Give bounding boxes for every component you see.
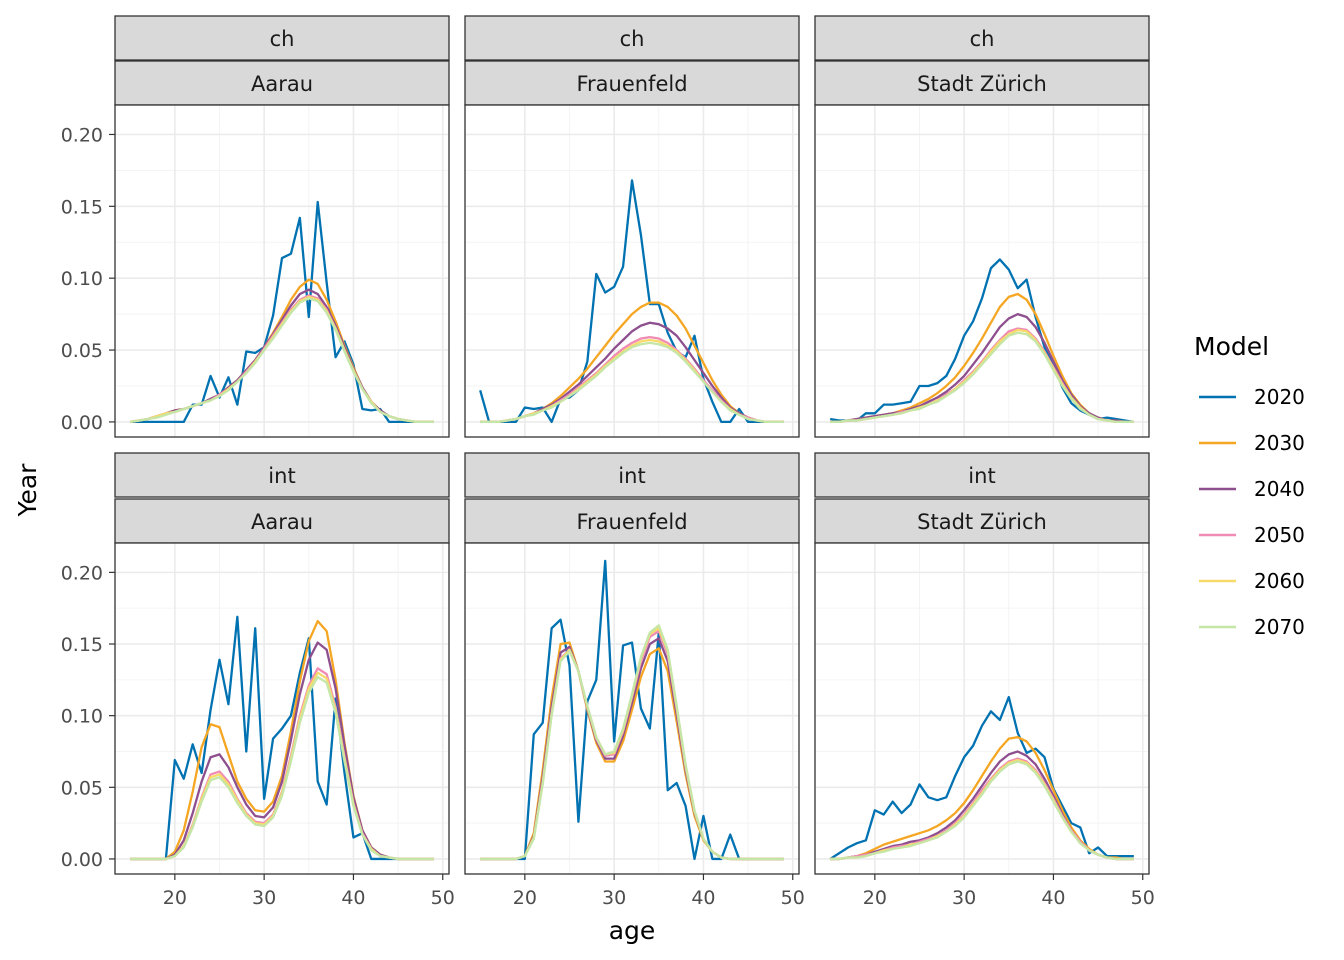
legend-label: 2050 xyxy=(1254,523,1305,547)
facet-panel-ch-frauenfeld: ch Frauenfeld xyxy=(464,15,800,438)
x-tick-label: 20 xyxy=(863,887,887,909)
y-tick-label: 0.15 xyxy=(61,634,103,656)
y-tick-label: 0.15 xyxy=(61,196,103,218)
strip-top-label: ch xyxy=(620,27,645,51)
legend-item-2060: 2060 xyxy=(1199,569,1305,593)
strip-top-box xyxy=(114,452,450,498)
legend-item-2030: 2030 xyxy=(1199,431,1305,455)
axis-labels: age Year xyxy=(13,463,655,945)
strip-bottom-box xyxy=(814,498,1150,544)
panel-background xyxy=(815,543,1149,874)
strip-top-box xyxy=(814,452,1150,498)
legend-label: 2060 xyxy=(1254,569,1305,593)
facet-panels: chAarau0.000.050.100.150.20chFrauenfeldc… xyxy=(61,15,1155,909)
series-line-2070 xyxy=(130,675,434,861)
panel-border xyxy=(464,104,800,438)
strip-bottom-box xyxy=(814,60,1150,106)
panel-background xyxy=(815,105,1149,437)
y-tick-label: 0.00 xyxy=(61,412,103,434)
legend-title: Model xyxy=(1194,332,1269,361)
series-line-2070 xyxy=(480,341,784,424)
strip-bottom-box xyxy=(464,60,800,106)
facet-panel-ch-stadt-zürich: ch Stadt Zürich xyxy=(814,15,1150,438)
legend-item-2050: 2050 xyxy=(1199,523,1305,547)
series-line-2070 xyxy=(480,624,784,861)
legend-item-2040: 2040 xyxy=(1199,477,1305,501)
y-tick-label: 0.20 xyxy=(61,562,103,584)
y-axis-title: Year xyxy=(13,463,42,518)
legend-item-2070: 2070 xyxy=(1199,615,1305,639)
strip-bottom-label: Frauenfeld xyxy=(576,510,687,534)
panel-background xyxy=(115,105,449,437)
x-tick-label: 30 xyxy=(952,887,976,909)
x-tick-label: 50 xyxy=(431,887,455,909)
y-tick-label: 0.20 xyxy=(61,124,103,146)
x-axis-title: age xyxy=(609,916,656,945)
series-line-2070 xyxy=(830,331,1134,424)
x-tick-label: 50 xyxy=(781,887,805,909)
strip-top-box xyxy=(464,15,800,61)
y-tick-label: 0.10 xyxy=(61,268,103,290)
panel-border xyxy=(464,542,800,875)
strip-bottom-label: Aarau xyxy=(251,510,313,534)
x-tick-label: 50 xyxy=(1131,887,1155,909)
y-tick-label: 0.10 xyxy=(61,706,103,728)
series-line-2020 xyxy=(480,559,784,861)
strip-bottom-label: Frauenfeld xyxy=(576,72,687,96)
strip-top-box xyxy=(464,452,800,498)
facet-panel-int-frauenfeld: int Frauenfeld 20 30 40 50 xyxy=(464,452,805,909)
legend-label: 2040 xyxy=(1254,477,1305,501)
panel-border xyxy=(814,104,1150,438)
series-line-2020 xyxy=(130,615,434,861)
strip-top-label: int xyxy=(268,464,295,488)
series-line-2070 xyxy=(830,760,1134,861)
legend-label: 2070 xyxy=(1254,615,1305,639)
strip-top-label: ch xyxy=(970,27,995,51)
legend-item-2020: 2020 xyxy=(1199,385,1305,409)
legend-label: 2030 xyxy=(1254,431,1305,455)
x-tick-label: 40 xyxy=(341,887,365,909)
strip-bottom-label: Stadt Zürich xyxy=(917,510,1047,534)
legend: Model 2020 2030 2040 2050 2060 2070 xyxy=(1194,332,1305,639)
x-tick-label: 40 xyxy=(691,887,715,909)
strip-top-box xyxy=(114,15,450,61)
strip-bottom-box xyxy=(464,498,800,544)
facet-panel-int-stadt-zürich: int Stadt Zürich 20 30 40 50 xyxy=(814,452,1155,909)
strip-bottom-label: Stadt Zürich xyxy=(917,72,1047,96)
facet-panel-ch-aarau: ch Aarau 0.00 0.05 0.10 0.15 0.20 xyxy=(61,15,450,438)
series-line-2020 xyxy=(829,695,1134,860)
panel-background xyxy=(465,105,799,437)
panel-border xyxy=(114,542,450,875)
series-line-2020 xyxy=(479,179,784,424)
strip-bottom-box xyxy=(114,498,450,544)
strip-top-box xyxy=(814,15,1150,61)
legend-label: 2020 xyxy=(1254,385,1305,409)
strip-top-label: ch xyxy=(270,27,295,51)
panel-border xyxy=(814,542,1150,875)
strip-top-label: int xyxy=(968,464,995,488)
y-tick-label: 0.00 xyxy=(61,849,103,871)
x-tick-label: 20 xyxy=(163,887,187,909)
y-tick-label: 0.05 xyxy=(61,340,103,362)
y-tick-label: 0.05 xyxy=(61,777,103,799)
x-tick-label: 30 xyxy=(252,887,276,909)
x-tick-label: 20 xyxy=(513,887,537,909)
series-line-2070 xyxy=(129,297,434,424)
x-tick-label: 40 xyxy=(1041,887,1065,909)
panel-background xyxy=(115,543,449,874)
strip-bottom-label: Aarau xyxy=(251,72,313,96)
strip-bottom-box xyxy=(114,60,450,106)
strip-top-label: int xyxy=(618,464,645,488)
panel-border xyxy=(114,104,450,438)
facet-panel-int-aarau: int Aarau 0.00 0.05 0.10 0.15 0.20 20 30 40 50 xyxy=(61,452,455,909)
x-tick-label: 30 xyxy=(602,887,626,909)
